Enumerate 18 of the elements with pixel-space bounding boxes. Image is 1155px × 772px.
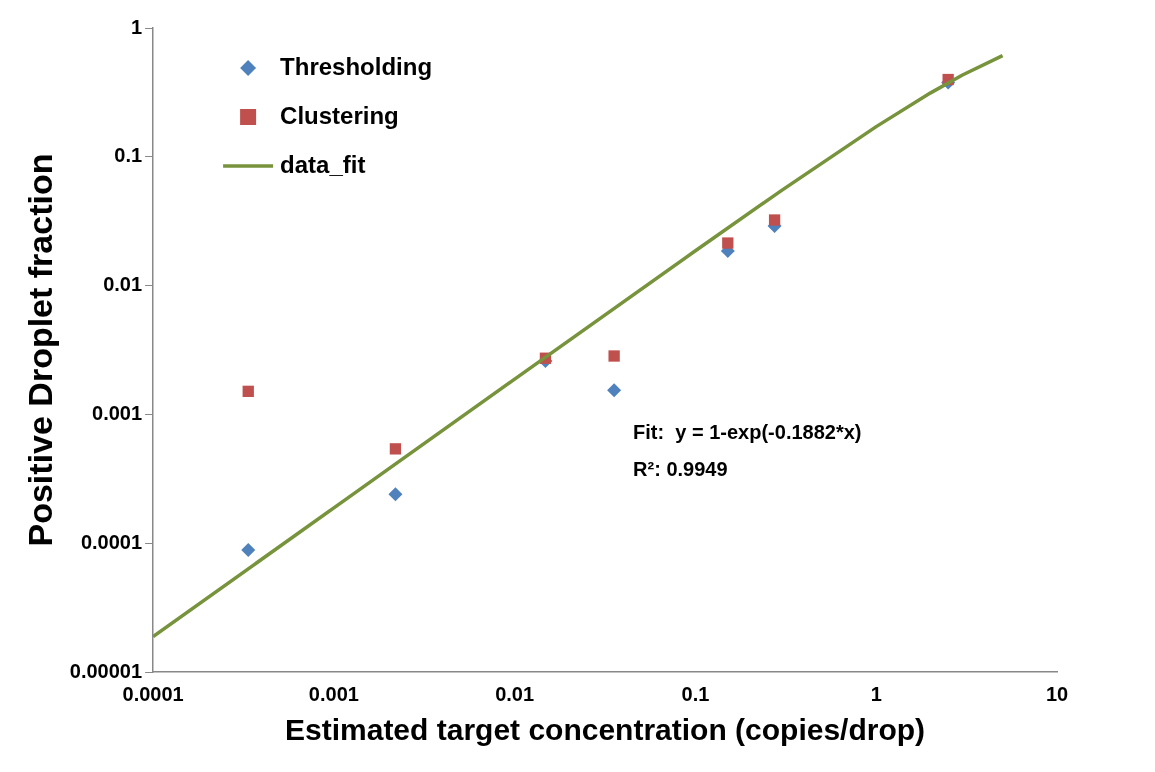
y-tick-label: 0.00001 bbox=[69, 659, 143, 682]
annotation: R²: 0.9949 bbox=[633, 457, 728, 480]
y-tick-label: 0.001 bbox=[92, 401, 143, 424]
x-tick-label: 0.1 bbox=[681, 682, 710, 705]
y-tick-label: 1 bbox=[130, 15, 143, 38]
legend-label: Thresholding bbox=[280, 52, 433, 80]
y-axis-title: Positive Droplet fraction bbox=[20, 153, 59, 547]
x-tick-label: 10 bbox=[1045, 682, 1069, 705]
x-tick-label: 0.001 bbox=[308, 682, 359, 705]
annotation: Fit: y = 1-exp(-0.1882*x) bbox=[633, 420, 862, 443]
legend-label: Clustering bbox=[280, 101, 399, 129]
y-tick-label: 0.01 bbox=[103, 273, 143, 296]
y-tick-label: 0.0001 bbox=[80, 530, 143, 553]
legend-label: data_fit bbox=[280, 150, 366, 178]
x-tick-label: 0.01 bbox=[495, 682, 535, 705]
x-axis-title: Estimated target concentration (copies/drop) bbox=[285, 713, 926, 747]
x-tick-label: 1 bbox=[870, 682, 882, 705]
y-tick-label: 0.1 bbox=[114, 144, 143, 167]
